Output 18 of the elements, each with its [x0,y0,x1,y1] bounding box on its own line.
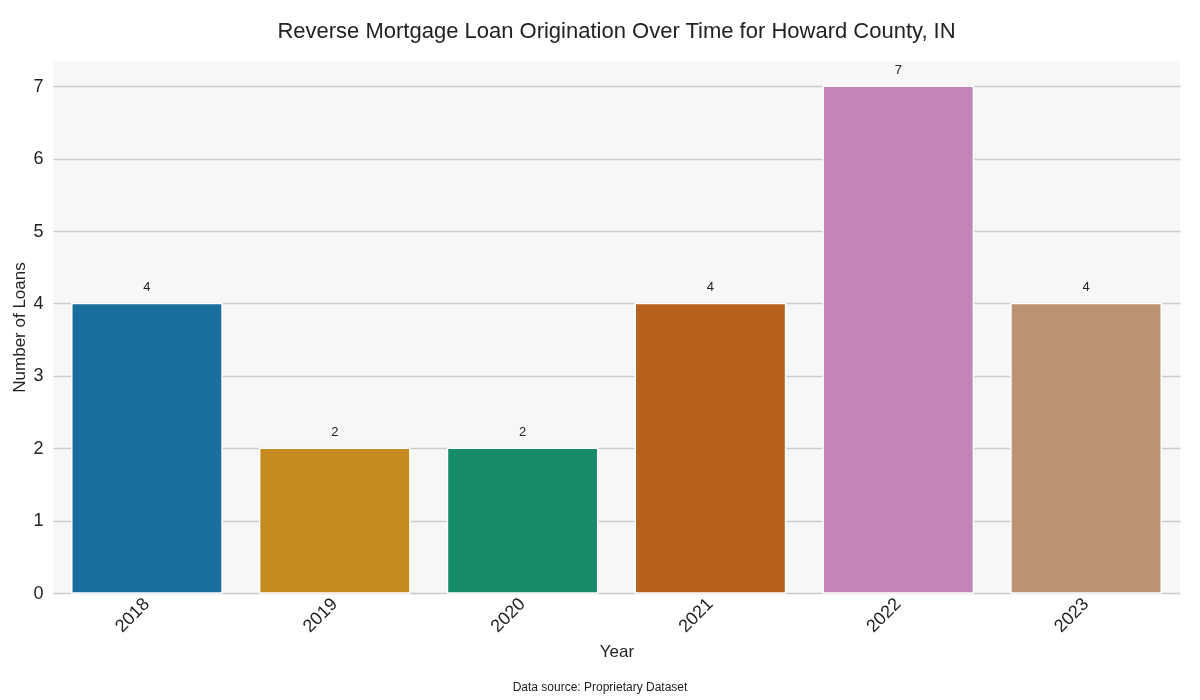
data-label: 2 [518,424,527,440]
y-tick-label: 5 [33,220,44,241]
x-axis-title: Year [599,642,635,662]
y-tick-label: 4 [33,292,44,313]
y-tick-label: 7 [33,75,44,96]
chart-title: Reverse Mortgage Loan Origination Over Time for Howard County, IN [277,18,956,43]
data-label: 2 [331,424,339,440]
data-label: 4 [706,279,715,295]
data-label: 7 [894,62,902,78]
y-tick-label: 2 [33,437,44,458]
y-tick-label: 3 [33,365,44,386]
source-note: Data source: Proprietary Dataset [511,680,689,694]
y-tick-label: 1 [33,510,44,531]
y-tick-label: 0 [33,582,44,603]
y-axis-title: Number of Loans [10,262,30,393]
y-tick-label: 6 [33,148,44,169]
data-label: 4 [1082,279,1090,295]
data-label: 4 [143,279,151,295]
